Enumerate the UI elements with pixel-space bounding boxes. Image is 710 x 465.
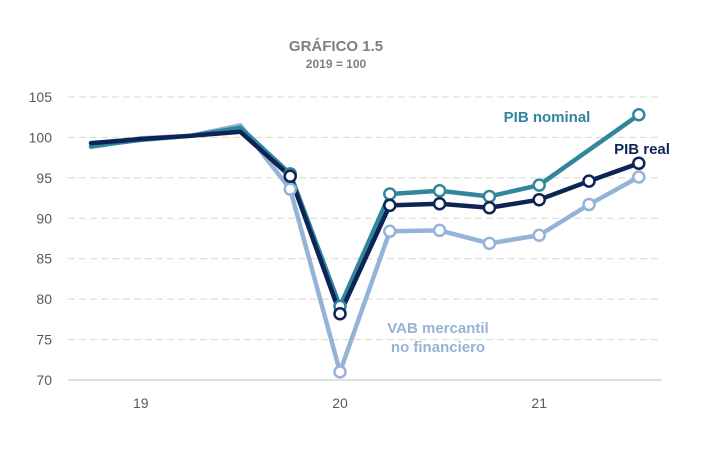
y-tick-label: 95 <box>36 170 52 186</box>
y-tick-label: 75 <box>36 332 52 348</box>
data-point-pib-nominal <box>632 108 646 122</box>
series-group <box>88 108 646 379</box>
series-labels: PIB nominal PIB real VAB mercantil no finan… <box>387 109 670 356</box>
x-axis-ticks: 19 20 21 <box>133 395 547 411</box>
x-tick-label: 19 <box>133 395 149 411</box>
data-point-vab-mercantil-no-financiero <box>432 223 447 238</box>
data-point-vab-mercantil-no-financiero <box>383 224 397 238</box>
y-axis-ticks: 70 75 80 85 90 95 100 105 <box>29 89 53 388</box>
series-label-pib-nominal: PIB nominal <box>504 109 591 126</box>
data-point-pib-real <box>482 201 497 215</box>
data-point-vab-mercantil-no-financiero <box>482 236 497 251</box>
data-point-pib-real <box>582 174 596 188</box>
data-point-pib-nominal <box>383 187 397 201</box>
series-label-pib-real: PIB real <box>614 141 670 158</box>
series-label-vab-mercantil-no-financiero: no financiero <box>391 339 485 356</box>
data-point-pib-nominal <box>482 189 497 204</box>
data-point-vab-mercantil-no-financiero <box>582 197 596 212</box>
data-point-pib-real <box>432 196 447 211</box>
y-tick-label: 105 <box>29 89 53 105</box>
data-point-vab-mercantil-no-financiero <box>333 365 347 379</box>
data-point-vab-mercantil-no-financiero <box>632 170 646 184</box>
y-tick-label: 80 <box>36 291 52 307</box>
y-tick-label: 90 <box>36 210 52 226</box>
data-point-pib-real <box>532 192 546 207</box>
data-point-vab-mercantil-no-financiero <box>532 228 546 243</box>
series-line-pib-real <box>88 129 642 316</box>
chart-subtitle: 2019 = 100 <box>306 57 367 71</box>
data-point-pib-nominal <box>432 184 447 198</box>
y-tick-label: 85 <box>36 251 52 267</box>
chart-title: GRÁFICO 1.5 <box>289 38 383 55</box>
data-point-pib-real <box>333 306 347 321</box>
x-tick-label: 21 <box>531 395 547 411</box>
series-line-pib-nominal <box>88 112 642 309</box>
data-point-pib-real <box>283 169 297 183</box>
data-point-vab-mercantil-no-financiero <box>283 182 297 196</box>
y-tick-label: 100 <box>29 129 53 145</box>
y-tick-label: 70 <box>36 372 52 388</box>
data-point-pib-real <box>632 156 646 171</box>
data-point-pib-real <box>383 198 397 213</box>
data-point-pib-nominal <box>532 178 546 192</box>
x-tick-label: 20 <box>332 395 348 411</box>
series-label-vab-mercantil-no-financiero: VAB mercantil <box>387 320 488 337</box>
